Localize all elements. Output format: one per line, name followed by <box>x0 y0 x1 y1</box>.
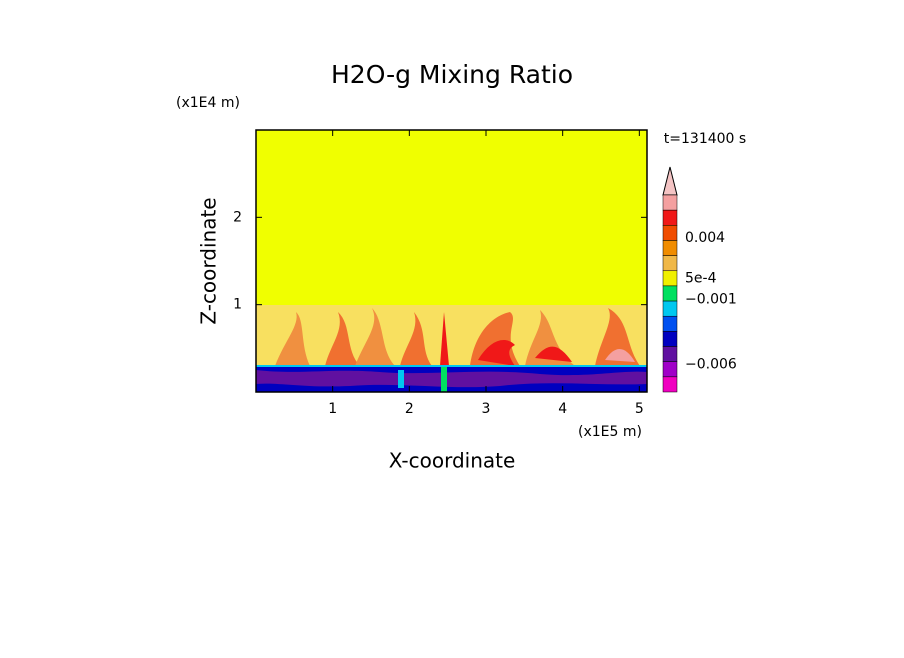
colorbar-extend <box>662 166 678 196</box>
x-tick-label: 5 <box>635 401 644 417</box>
x-tick-label: 2 <box>405 401 414 417</box>
chart-title: H2O-g Mixing Ratio <box>331 60 573 89</box>
x-unit: (x1E5 m) <box>578 424 642 440</box>
colorbar-band <box>662 194 678 211</box>
colorbar-band <box>662 346 678 362</box>
y-unit: (x1E4 m) <box>176 95 240 111</box>
time-label: t=131400 s <box>664 131 746 147</box>
colorbar-tick-label: 0.004 <box>685 230 725 246</box>
x-tick-label: 4 <box>558 401 567 417</box>
colorbar-band <box>662 285 678 302</box>
colorbar-tick-label: −0.001 <box>685 292 737 308</box>
colorbar-band <box>662 270 678 287</box>
x-tick-label: 1 <box>328 401 337 417</box>
y-tick-label: 2 <box>233 209 242 225</box>
colorbar-tick-label: −0.006 <box>685 357 737 373</box>
y-tick-label: 1 <box>233 297 242 313</box>
colorbar-tick-label: 5e-4 <box>685 270 717 286</box>
colorbar-band <box>662 225 678 241</box>
colorbar-band <box>662 331 678 347</box>
x-axis-label: X-coordinate <box>389 449 516 473</box>
colorbar-band <box>662 209 678 226</box>
x-tick-label: 3 <box>482 401 491 417</box>
colorbar-band <box>662 255 678 272</box>
plot-frame <box>255 129 648 393</box>
colorbar-band <box>662 361 678 378</box>
colorbar-band <box>662 240 678 256</box>
colorbar-band <box>662 376 678 393</box>
contour-field <box>256 130 647 392</box>
colorbar-band <box>662 300 678 317</box>
colorbar-band <box>662 315 678 332</box>
y-axis-label: Z-coordinate <box>197 197 221 324</box>
